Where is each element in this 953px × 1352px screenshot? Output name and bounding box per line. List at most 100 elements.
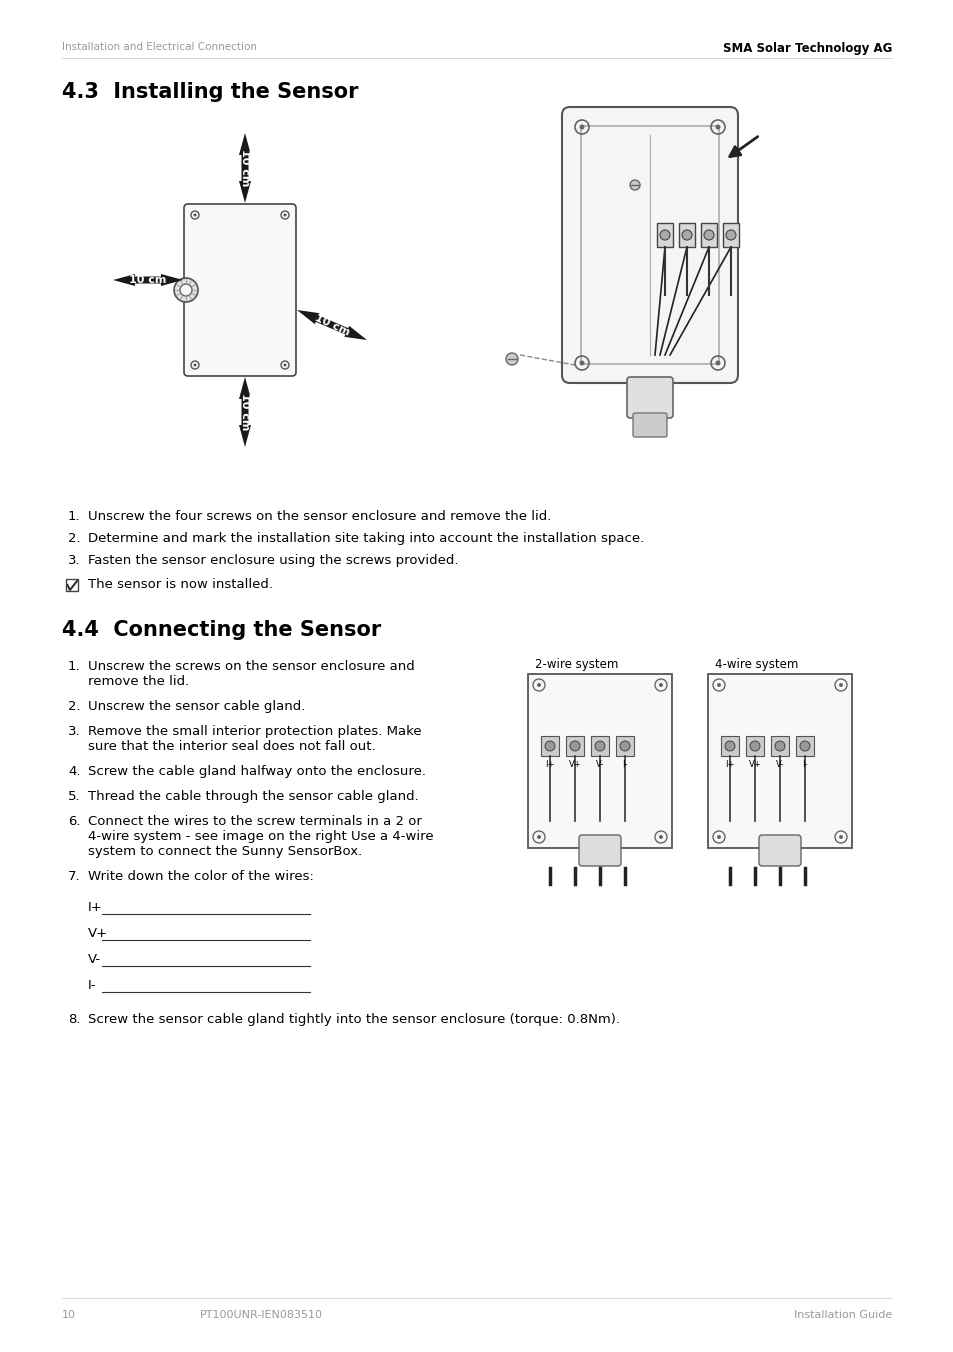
Text: 4.3  Installing the Sensor: 4.3 Installing the Sensor — [62, 82, 358, 101]
FancyBboxPatch shape — [626, 377, 672, 418]
Text: 3.: 3. — [68, 554, 81, 566]
Circle shape — [659, 230, 669, 241]
Circle shape — [283, 214, 286, 216]
Text: The sensor is now installed.: The sensor is now installed. — [88, 579, 273, 591]
Bar — [795, 735, 813, 756]
Text: 4-wire system: 4-wire system — [714, 658, 798, 671]
Bar — [700, 223, 717, 247]
Circle shape — [569, 741, 579, 750]
FancyBboxPatch shape — [759, 836, 801, 867]
Text: Determine and mark the installation site taking into account the installation sp: Determine and mark the installation site… — [88, 531, 643, 545]
Text: 6.: 6. — [68, 815, 80, 827]
Text: Fasten the sensor enclosure using the screws provided.: Fasten the sensor enclosure using the sc… — [88, 554, 458, 566]
Text: I-: I- — [88, 979, 96, 992]
Bar — [657, 223, 672, 247]
Circle shape — [537, 683, 540, 687]
Circle shape — [681, 230, 691, 241]
Circle shape — [659, 836, 662, 840]
Text: 5.: 5. — [68, 790, 81, 803]
Text: I+: I+ — [88, 900, 103, 914]
Circle shape — [724, 741, 734, 750]
Text: system to connect the Sunny SensorBox.: system to connect the Sunny SensorBox. — [88, 845, 362, 859]
Text: V+: V+ — [748, 760, 760, 769]
Bar — [679, 223, 695, 247]
Text: 2.: 2. — [68, 531, 81, 545]
Circle shape — [578, 361, 584, 365]
Text: SMA Solar Technology AG: SMA Solar Technology AG — [721, 42, 891, 55]
Circle shape — [619, 741, 629, 750]
Text: I-: I- — [621, 760, 627, 769]
Text: 2-wire system: 2-wire system — [535, 658, 618, 671]
Text: Unscrew the four screws on the sensor enclosure and remove the lid.: Unscrew the four screws on the sensor en… — [88, 510, 551, 523]
Polygon shape — [296, 310, 367, 339]
Text: remove the lid.: remove the lid. — [88, 675, 189, 688]
FancyBboxPatch shape — [527, 675, 671, 848]
Circle shape — [659, 683, 662, 687]
Bar — [590, 735, 608, 756]
FancyBboxPatch shape — [707, 675, 851, 848]
FancyBboxPatch shape — [561, 107, 738, 383]
Text: V-: V- — [88, 953, 101, 965]
Bar — [540, 735, 558, 756]
Circle shape — [283, 364, 286, 366]
Circle shape — [595, 741, 604, 750]
Text: 10 cm: 10 cm — [313, 312, 351, 338]
Circle shape — [629, 180, 639, 191]
FancyBboxPatch shape — [578, 836, 620, 867]
Circle shape — [173, 279, 198, 301]
Text: Screw the cable gland halfway onto the enclosure.: Screw the cable gland halfway onto the e… — [88, 765, 426, 777]
Text: 8.: 8. — [68, 1013, 80, 1026]
Circle shape — [749, 741, 760, 750]
Text: 10 cm: 10 cm — [240, 393, 250, 431]
Text: Installation and Electrical Connection: Installation and Electrical Connection — [62, 42, 256, 51]
Text: 1.: 1. — [68, 660, 81, 673]
Circle shape — [715, 361, 720, 365]
Text: I+: I+ — [724, 760, 734, 769]
Circle shape — [800, 741, 809, 750]
FancyBboxPatch shape — [184, 204, 295, 376]
Text: 4.: 4. — [68, 765, 80, 777]
Text: V+: V+ — [88, 927, 108, 940]
Circle shape — [717, 836, 720, 840]
Circle shape — [715, 124, 720, 130]
Bar — [616, 735, 634, 756]
Text: Screw the sensor cable gland tightly into the sensor enclosure (torque: 0.8Nm).: Screw the sensor cable gland tightly int… — [88, 1013, 619, 1026]
Text: Remove the small interior protection plates. Make: Remove the small interior protection pla… — [88, 725, 421, 738]
Bar — [720, 735, 739, 756]
Circle shape — [505, 353, 517, 365]
Text: 10: 10 — [62, 1310, 76, 1320]
Bar — [565, 735, 583, 756]
Circle shape — [838, 683, 842, 687]
Bar — [770, 735, 788, 756]
Circle shape — [193, 364, 196, 366]
Text: 1.: 1. — [68, 510, 81, 523]
Text: V-: V- — [775, 760, 783, 769]
Text: Unscrew the screws on the sensor enclosure and: Unscrew the screws on the sensor enclosu… — [88, 660, 415, 673]
Bar — [745, 735, 763, 756]
Text: 3.: 3. — [68, 725, 81, 738]
Circle shape — [180, 284, 192, 296]
Text: Write down the color of the wires:: Write down the color of the wires: — [88, 869, 314, 883]
Text: 10 cm: 10 cm — [130, 274, 167, 285]
Text: I+: I+ — [545, 760, 554, 769]
Text: 2.: 2. — [68, 700, 81, 713]
Text: Installation Guide: Installation Guide — [793, 1310, 891, 1320]
Circle shape — [774, 741, 784, 750]
Text: I-: I- — [801, 760, 807, 769]
Bar — [722, 223, 739, 247]
Text: 4-wire system - see image on the right Use a 4-wire: 4-wire system - see image on the right U… — [88, 830, 434, 844]
Circle shape — [703, 230, 713, 241]
Circle shape — [193, 214, 196, 216]
Circle shape — [725, 230, 735, 241]
Text: Unscrew the sensor cable gland.: Unscrew the sensor cable gland. — [88, 700, 305, 713]
Text: Thread the cable through the sensor cable gland.: Thread the cable through the sensor cabl… — [88, 790, 418, 803]
Circle shape — [544, 741, 555, 750]
Text: PT100UNR-IEN083510: PT100UNR-IEN083510 — [200, 1310, 323, 1320]
Bar — [66, 579, 78, 591]
Circle shape — [578, 124, 584, 130]
Text: 10 cm: 10 cm — [240, 149, 250, 187]
Text: 4.4  Connecting the Sensor: 4.4 Connecting the Sensor — [62, 621, 381, 639]
FancyBboxPatch shape — [633, 412, 666, 437]
Circle shape — [717, 683, 720, 687]
Circle shape — [537, 836, 540, 840]
